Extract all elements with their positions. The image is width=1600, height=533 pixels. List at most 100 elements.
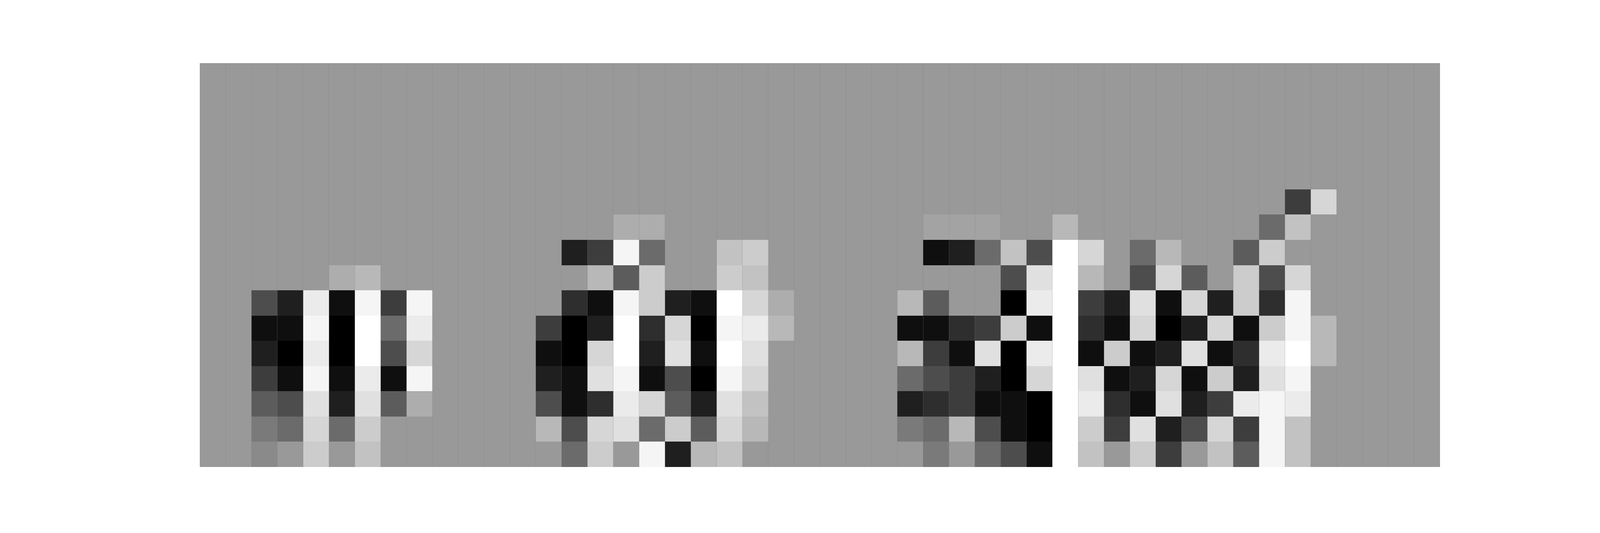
heatmap-cell: [1052, 290, 1079, 316]
heatmap-cell: [1129, 88, 1157, 115]
striation: [1284, 63, 1286, 468]
heatmap-cell: [1000, 290, 1027, 316]
heatmap-cell: [974, 113, 1002, 140]
heatmap-cell: [1284, 391, 1312, 417]
heatmap-cell: [1233, 240, 1260, 266]
heatmap-cell: [871, 366, 898, 392]
heatmap-cell: [484, 265, 511, 291]
heatmap-cell: [1181, 366, 1208, 392]
heatmap-cell: [251, 113, 278, 140]
striation: [845, 63, 847, 468]
heatmap-cell: [277, 441, 304, 468]
heatmap-cell: [639, 189, 666, 215]
heatmap-cell: [1233, 366, 1260, 392]
heatmap-cell: [561, 240, 588, 266]
heatmap-cell: [1284, 315, 1312, 342]
heatmap-cell: [1181, 340, 1208, 367]
heatmap-cell: [1362, 315, 1389, 342]
heatmap-cell: [1336, 265, 1363, 291]
heatmap-cell: [1362, 366, 1389, 392]
heatmap-cell: [1310, 88, 1338, 115]
heatmap-cell: [665, 340, 692, 367]
heatmap-cell: [458, 366, 485, 392]
heatmap-cell: [303, 265, 330, 291]
heatmap-cell: [742, 290, 769, 316]
heatmap-cell: [1310, 340, 1338, 367]
heatmap-cell: [380, 315, 407, 342]
heatmap-cell: [690, 164, 718, 190]
heatmap-cell: [742, 88, 769, 115]
heatmap-cell: [742, 164, 769, 190]
heatmap-cell: [458, 315, 485, 342]
striation: [923, 63, 924, 468]
heatmap-cell: [1362, 139, 1389, 165]
heatmap-cell: [277, 315, 304, 342]
striation: [716, 63, 718, 468]
heatmap-cell: [794, 366, 821, 392]
heatmap-cell: [665, 139, 692, 165]
heatmap-cell: [1284, 340, 1312, 367]
heatmap-cell: [794, 265, 821, 291]
heatmap-cell: [1026, 88, 1053, 115]
heatmap-cell: [380, 214, 407, 240]
heatmap-cell: [329, 290, 356, 316]
heatmap-cell: [613, 265, 640, 291]
heatmap-cell: [484, 139, 511, 165]
heatmap-cell: [1284, 113, 1312, 140]
heatmap-cell: [1310, 139, 1338, 165]
heatmap-cell: [1000, 391, 1027, 417]
heatmap-cell: [561, 189, 588, 215]
heatmap-cell: [587, 340, 614, 367]
heatmap-cell: [716, 240, 743, 266]
heatmap-cell: [199, 113, 227, 140]
heatmap-cell: [225, 214, 252, 240]
heatmap-cell: [690, 290, 718, 316]
heatmap-cell: [639, 315, 666, 342]
heatmap-cell: [509, 391, 537, 417]
heatmap-cell: [1052, 63, 1079, 89]
heatmap-cell: [768, 366, 795, 392]
heatmap-cell: [251, 416, 278, 443]
heatmap-cell: [1078, 416, 1105, 443]
heatmap-cell: [1078, 63, 1105, 89]
heatmap-cell: [1414, 214, 1440, 240]
heatmap-cell: [1233, 441, 1260, 468]
heatmap-cell: [871, 265, 898, 291]
heatmap-cell: [690, 214, 718, 240]
heatmap-cell: [613, 340, 640, 367]
heatmap-cell: [820, 139, 847, 165]
heatmap-cell: [1129, 139, 1157, 165]
heatmap-cell: [768, 63, 795, 89]
heatmap-cell: [329, 416, 356, 443]
heatmap-cell: [948, 441, 976, 468]
heatmap-cell: [225, 240, 252, 266]
heatmap-cell: [820, 240, 847, 266]
heatmap-cell: [1362, 391, 1389, 417]
heatmap-cell: [1310, 113, 1338, 140]
heatmap-cell: [458, 139, 485, 165]
heatmap-cell: [1078, 340, 1105, 367]
heatmap-cell: [613, 315, 640, 342]
heatmap-cell: [948, 340, 976, 367]
heatmap-cell: [613, 240, 640, 266]
heatmap-cell: [354, 240, 382, 266]
heatmap-cell: [1233, 214, 1260, 240]
heatmap-cell: [406, 189, 433, 215]
heatmap-cell: [923, 214, 950, 240]
heatmap-cell: [380, 164, 407, 190]
heatmap-cell: [199, 63, 227, 89]
heatmap-cell: [1129, 416, 1157, 443]
heatmap-cell: [561, 139, 588, 165]
heatmap-cell: [1026, 265, 1053, 291]
heatmap-cell: [225, 416, 252, 443]
heatmap-cell: [1259, 164, 1286, 190]
heatmap-cell: [1026, 340, 1053, 367]
heatmap-cell: [1336, 63, 1363, 89]
heatmap-cell: [923, 441, 950, 468]
heatmap-cell: [432, 315, 459, 342]
heatmap-cell: [1207, 139, 1234, 165]
heatmap-cell: [794, 240, 821, 266]
heatmap-cell: [923, 63, 950, 89]
heatmap-cell: [845, 139, 872, 165]
heatmap-cell: [1233, 164, 1260, 190]
